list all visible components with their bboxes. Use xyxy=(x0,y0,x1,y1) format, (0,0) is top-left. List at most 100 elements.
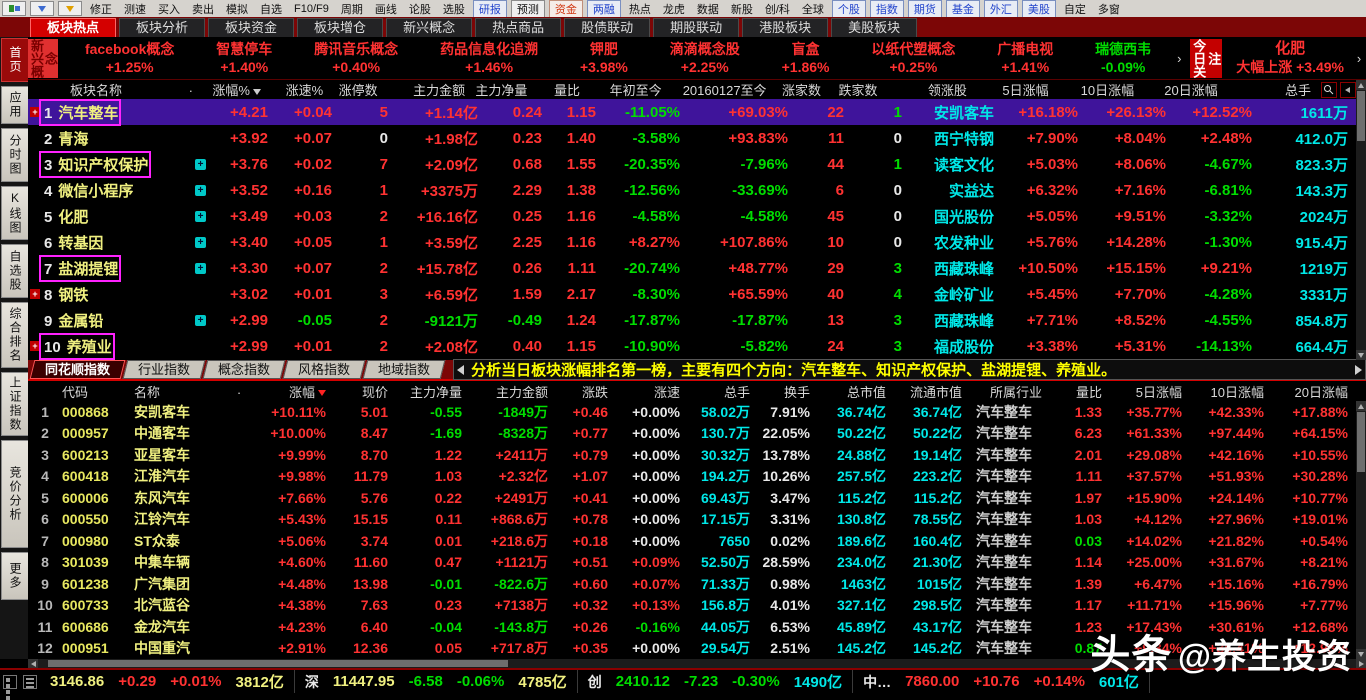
toolbar-item[interactable]: 选股 xyxy=(442,3,465,16)
stock-row[interactable]: 11 600686 金龙汽车 +4.23% 6.40 -0.04 -143.8万 +0.26-… xyxy=(28,616,1356,638)
col-header-20日涨幅[interactable]: 20日涨幅 xyxy=(1294,384,1348,400)
tab-股债联动[interactable]: 股债联动 xyxy=(564,18,651,37)
col-header-主力净量[interactable]: 主力净量 xyxy=(475,83,528,98)
toolbar-item[interactable]: 指数 xyxy=(869,0,904,18)
toolbar-item[interactable]: 资金 xyxy=(548,0,583,18)
stock-row[interactable]: 12 000951 中国重汽 +2.91% 12.36 0.05 +717.8万 +0.35 +… xyxy=(28,638,1356,660)
toolbar-item[interactable]: 画线 xyxy=(374,3,397,16)
board-row[interactable]: 9 金属铅 + +2.99 -0.05 2 -9121万 -0.49 1.24 -17.87% -1… xyxy=(28,307,1356,333)
col-header-涨停数[interactable]: 涨停数 xyxy=(338,83,378,98)
toolbar-item[interactable]: 自定 xyxy=(1063,3,1086,16)
col-header-主力金额[interactable]: 主力金额 xyxy=(413,83,466,98)
stock-row[interactable]: 7 000980 ST众泰 +5.06% 3.74 0.01 +218.6万 +0.18 +0.… xyxy=(28,530,1356,552)
board-row[interactable]: 7 盐湖提锂 + +3.30 +0.07 2 +15.78亿 0.26 1.11 -20.74% +… xyxy=(28,254,1356,282)
col-header-板块名称[interactable]: 板块名称. xyxy=(70,80,193,98)
index-tab-风格指数[interactable]: 风格指数 xyxy=(282,360,366,379)
toolbar-item[interactable]: 修正 xyxy=(90,3,112,16)
zoom-table-icon[interactable] xyxy=(1320,81,1337,98)
index-tab-地域指数[interactable]: 地域指数 xyxy=(362,360,446,379)
concept-item[interactable]: 以纸代塑概念 +0.25% xyxy=(871,40,955,76)
toolbar-item[interactable]: 论股 xyxy=(408,3,431,16)
toolbar-item[interactable]: 多窗 xyxy=(1097,3,1120,16)
col-header-总手[interactable]: 总手 xyxy=(1284,83,1311,98)
sidebar-item-应用[interactable]: 应用 xyxy=(1,86,29,124)
stock-row[interactable]: 6 000550 江铃汽车 +5.43% 15.15 0.11 +868.6万 +0.78 +0… xyxy=(28,509,1356,531)
board-row[interactable]: 6 转基因 + +3.40 +0.05 1 +3.59亿 2.25 1.16 +8.27% +107… xyxy=(28,229,1356,255)
toolbar-item[interactable]: 研报 xyxy=(472,0,507,18)
col-header-主力金额[interactable]: 主力金额 xyxy=(495,384,548,400)
toolbar-item[interactable]: 全球 xyxy=(801,3,824,16)
col-header-涨家数[interactable]: 涨家数 xyxy=(782,83,822,98)
expand-plus-icon[interactable]: + xyxy=(195,210,206,222)
tab-板块增仓[interactable]: 板块增仓 xyxy=(297,18,384,37)
tab-港股板块[interactable]: 港股板块 xyxy=(742,18,829,37)
board-row[interactable]: +10 养殖业 +2.99 +0.01 2 +2.08亿 0.40 1.15 -10.90% -5… xyxy=(28,332,1356,360)
stock-row[interactable]: 9 601238 广汽集团 +4.48% 13.98 -0.01 -822.6万 +0.60 +… xyxy=(28,573,1356,595)
concept-item[interactable]: 瑞德西韦 -0.09% xyxy=(1095,40,1151,76)
tab-美股板块[interactable]: 美股板块 xyxy=(831,18,918,37)
status-index-group[interactable]: 深 11447.95 -6.58 -0.06% 4785亿 xyxy=(295,670,578,693)
arrow-down-blue-icon[interactable] xyxy=(30,1,54,16)
col-header-换手[interactable]: 换手 xyxy=(783,384,810,400)
tab-热点商品[interactable]: 热点商品 xyxy=(475,18,562,37)
stock-row[interactable]: 3 600213 亚星客车 +9.99% 8.70 1.22 +2411万 +0.79 +0.0… xyxy=(28,444,1356,466)
expand-plus-icon[interactable]: + xyxy=(195,158,206,170)
col-header-20日涨幅[interactable]: 20日涨幅 xyxy=(1164,83,1218,98)
sidebar-item-竞价分析[interactable]: 竞价分析 xyxy=(1,440,29,548)
col-header-5日涨幅[interactable]: 5日涨幅 xyxy=(1135,384,1182,400)
annotation-left-icon[interactable] xyxy=(457,364,465,375)
col-header-流通市值[interactable]: 流通市值 xyxy=(909,384,962,400)
col-header-量比[interactable]: 量比 xyxy=(1075,384,1102,400)
board-row[interactable]: +1 汽车整车 +4.21 +0.04 5 +1.14亿 0.24 1.15 -11.05% +6… xyxy=(28,98,1356,126)
board-row[interactable]: 5 化肥 + +3.49 +0.03 2 +16.16亿 0.25 1.16 -4.58% -4.5… xyxy=(28,203,1356,229)
sidebar-item-分时图[interactable]: 分时图 xyxy=(1,128,29,182)
board-row[interactable]: 4 微信小程序 + +3.52 +0.16 1 +3375万 2.29 1.38 -12.56% -… xyxy=(28,177,1356,203)
col-header-涨幅[interactable]: 涨幅 xyxy=(254,382,334,401)
concept-item[interactable]: 滴滴概念股 +2.25% xyxy=(670,40,740,76)
sidebar-item-首页[interactable]: 首页 xyxy=(1,38,29,82)
sidebar-item-自选股[interactable]: 自选股 xyxy=(1,244,29,298)
arrow-down-yellow-icon[interactable] xyxy=(58,1,82,16)
status-index-group[interactable]: 3146.86 +0.29 +0.01% 3812亿 xyxy=(40,670,295,693)
toolbar-item[interactable]: 新股 xyxy=(730,3,753,16)
concept-item[interactable]: 腾讯音乐概念 +0.40% xyxy=(314,40,398,76)
toolbar-item[interactable]: 基金 xyxy=(945,0,980,18)
toolbar-item[interactable]: 数据 xyxy=(696,3,719,16)
toolbar-item[interactable]: 周期 xyxy=(340,3,363,16)
grid-icon[interactable] xyxy=(3,674,17,700)
tab-板块分析[interactable]: 板块分析 xyxy=(119,18,206,37)
expand-plus-icon[interactable]: + xyxy=(30,289,40,299)
concept-next-icon[interactable]: › xyxy=(1177,50,1182,66)
concept-item[interactable]: 药品信息化追溯 +1.46% xyxy=(440,40,538,76)
stock-table-scrollbar[interactable] xyxy=(1356,401,1366,659)
board-table-scrollbar[interactable] xyxy=(1356,80,1366,360)
toolbar-item[interactable]: 个股 xyxy=(831,0,866,18)
col-header-总手[interactable]: 总手 xyxy=(723,384,750,400)
stock-row[interactable]: 1 000868 安凯客车 +10.11% 5.01 -0.55 -1849万 +0.46 +0… xyxy=(28,401,1356,423)
toolbar-item[interactable]: 期货 xyxy=(907,0,942,18)
expand-plus-icon[interactable]: + xyxy=(30,341,40,351)
col-header-涨幅%[interactable]: 涨幅% xyxy=(207,80,269,99)
toolbar-item[interactable]: 两融 xyxy=(586,0,621,18)
toolbar-item[interactable]: 自选 xyxy=(260,3,282,16)
col-header-主力净量[interactable]: 主力净量 xyxy=(409,384,462,400)
col-header-代码名称[interactable]: 代码 名称. xyxy=(62,381,241,400)
col-header-涨速[interactable]: 涨速 xyxy=(653,384,680,400)
toolbar-item[interactable]: 热点 xyxy=(628,3,651,16)
horizontal-scrollbar[interactable] xyxy=(28,659,1366,668)
col-header-跌家数[interactable]: 跌家数 xyxy=(838,83,878,98)
annotation-right-icon[interactable] xyxy=(1355,364,1362,375)
focus-item[interactable]: 化肥 大幅上涨 +3.49% xyxy=(1228,39,1352,77)
expand-plus-icon[interactable]: + xyxy=(195,262,206,274)
tab-期股联动[interactable]: 期股联动 xyxy=(653,18,740,37)
toolbar-item[interactable]: 龙虎 xyxy=(662,3,685,16)
sidebar-item-K线图[interactable]: K线图 xyxy=(1,186,29,240)
sidebar-item-综合排名[interactable]: 综合排名 xyxy=(1,302,29,368)
col-header-现价[interactable]: 现价 xyxy=(361,384,388,400)
horizontal-scrollbar-thumb[interactable] xyxy=(48,660,508,667)
index-tab-行业指数[interactable]: 行业指数 xyxy=(122,360,206,379)
toolbar-item[interactable]: 创/科 xyxy=(764,3,790,16)
expand-plus-icon[interactable]: + xyxy=(195,184,206,196)
list-icon[interactable] xyxy=(23,674,37,689)
col-header-量比[interactable]: 量比 xyxy=(553,83,580,98)
